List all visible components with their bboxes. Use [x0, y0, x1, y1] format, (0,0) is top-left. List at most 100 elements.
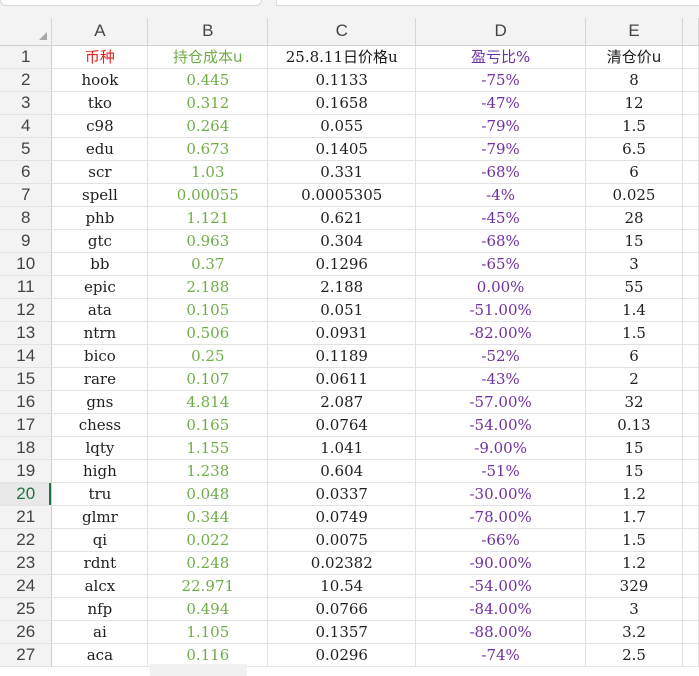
exit-price-cell[interactable]: 1.2	[585, 482, 683, 506]
pnl-cell[interactable]: -75%	[415, 68, 587, 92]
exit-price-cell[interactable]: 329	[585, 574, 683, 598]
empty-cell[interactable]	[682, 482, 699, 506]
empty-cell[interactable]	[682, 390, 699, 414]
exit-price-cell[interactable]: 0.025	[585, 183, 683, 207]
coin-cell[interactable]: bb	[51, 252, 149, 276]
price-cell[interactable]: 2.087	[267, 390, 417, 414]
empty-cell[interactable]	[682, 436, 699, 460]
empty-cell[interactable]	[682, 298, 699, 322]
empty-cell[interactable]	[682, 574, 699, 598]
cost-cell[interactable]: 0.673	[147, 137, 269, 161]
exit-price-cell[interactable]: 6.5	[585, 137, 683, 161]
exit-price-cell[interactable]: 1.5	[585, 114, 683, 138]
row-number[interactable]: 1	[0, 45, 53, 69]
row-number[interactable]: 7	[0, 183, 53, 207]
price-cell[interactable]: 1.041	[267, 436, 417, 460]
row-number[interactable]: 18	[0, 436, 53, 460]
exit-price-cell[interactable]: 2	[585, 367, 683, 391]
coin-cell[interactable]: c98	[51, 114, 149, 138]
pnl-cell[interactable]: -66%	[415, 528, 587, 552]
coin-cell[interactable]: scr	[51, 160, 149, 184]
exit-price-cell[interactable]: 15	[585, 229, 683, 253]
row-number[interactable]: 8	[0, 206, 53, 230]
empty-cell[interactable]	[682, 91, 699, 115]
cost-cell[interactable]: 0.963	[147, 229, 269, 253]
price-cell[interactable]: 0.331	[267, 160, 417, 184]
exit-price-cell[interactable]: 2.5	[585, 643, 683, 667]
pnl-cell[interactable]: -9.00%	[415, 436, 587, 460]
price-cell[interactable]: 0.621	[267, 206, 417, 230]
exit-price-cell[interactable]: 32	[585, 390, 683, 414]
coin-cell[interactable]: chess	[51, 413, 149, 437]
header-cell-cost[interactable]: 持仓成本u	[147, 45, 269, 69]
cost-cell[interactable]: 1.155	[147, 436, 269, 460]
coin-cell[interactable]: rdnt	[51, 551, 149, 575]
cost-cell[interactable]: 0.107	[147, 367, 269, 391]
pnl-cell[interactable]: -57.00%	[415, 390, 587, 414]
exit-price-cell[interactable]: 6	[585, 160, 683, 184]
pnl-cell[interactable]: -79%	[415, 137, 587, 161]
empty-cell[interactable]	[682, 229, 699, 253]
exit-price-cell[interactable]: 1.5	[585, 321, 683, 345]
cost-cell[interactable]: 0.00055	[147, 183, 269, 207]
cost-cell[interactable]: 0.264	[147, 114, 269, 138]
row-number[interactable]: 14	[0, 344, 53, 368]
empty-cell[interactable]	[682, 321, 699, 345]
cost-cell[interactable]: 4.814	[147, 390, 269, 414]
row-number[interactable]: 3	[0, 91, 53, 115]
empty-cell[interactable]	[682, 206, 699, 230]
column-header-d[interactable]: D	[415, 18, 587, 46]
coin-cell[interactable]: ntrn	[51, 321, 149, 345]
pnl-cell[interactable]: -68%	[415, 229, 587, 253]
header-cell-pnl[interactable]: 盈亏比%	[415, 45, 587, 69]
cost-cell[interactable]: 0.37	[147, 252, 269, 276]
price-cell[interactable]: 0.0337	[267, 482, 417, 506]
pnl-cell[interactable]: -90.00%	[415, 551, 587, 575]
cost-cell[interactable]: 0.116	[147, 643, 269, 667]
cost-cell[interactable]: 0.105	[147, 298, 269, 322]
price-cell[interactable]: 0.1133	[267, 68, 417, 92]
pnl-cell[interactable]: -65%	[415, 252, 587, 276]
exit-price-cell[interactable]: 15	[585, 459, 683, 483]
row-number[interactable]: 24	[0, 574, 53, 598]
row-number[interactable]: 9	[0, 229, 53, 253]
cost-cell[interactable]: 0.25	[147, 344, 269, 368]
exit-price-cell[interactable]: 8	[585, 68, 683, 92]
coin-cell[interactable]: phb	[51, 206, 149, 230]
pnl-cell[interactable]: -82.00%	[415, 321, 587, 345]
price-cell[interactable]: 0.304	[267, 229, 417, 253]
select-all-corner[interactable]	[0, 18, 53, 46]
empty-cell[interactable]	[682, 344, 699, 368]
pnl-cell[interactable]: -74%	[415, 643, 587, 667]
pnl-cell[interactable]: 0.00%	[415, 275, 587, 299]
row-number[interactable]: 2	[0, 68, 53, 92]
exit-price-cell[interactable]: 55	[585, 275, 683, 299]
empty-cell[interactable]	[682, 183, 699, 207]
empty-cell[interactable]	[682, 367, 699, 391]
price-cell[interactable]: 0.1658	[267, 91, 417, 115]
column-header-c[interactable]: C	[267, 18, 417, 46]
row-number[interactable]: 23	[0, 551, 53, 575]
empty-cell[interactable]	[682, 620, 699, 644]
exit-price-cell[interactable]: 28	[585, 206, 683, 230]
exit-price-cell[interactable]: 0.13	[585, 413, 683, 437]
coin-cell[interactable]: nfp	[51, 597, 149, 621]
pnl-cell[interactable]: -43%	[415, 367, 587, 391]
coin-cell[interactable]: rare	[51, 367, 149, 391]
exit-price-cell[interactable]: 3.2	[585, 620, 683, 644]
header-cell-exit-price[interactable]: 清仓价u	[585, 45, 683, 69]
pnl-cell[interactable]: -52%	[415, 344, 587, 368]
price-cell[interactable]: 0.0005305	[267, 183, 417, 207]
exit-price-cell[interactable]: 1.5	[585, 528, 683, 552]
price-cell[interactable]: 0.0611	[267, 367, 417, 391]
coin-cell[interactable]: lqty	[51, 436, 149, 460]
coin-cell[interactable]: tru	[51, 482, 149, 506]
exit-price-cell[interactable]: 12	[585, 91, 683, 115]
pnl-cell[interactable]: -45%	[415, 206, 587, 230]
row-number[interactable]: 10	[0, 252, 53, 276]
row-number[interactable]: 13	[0, 321, 53, 345]
price-cell[interactable]: 0.1357	[267, 620, 417, 644]
pnl-cell[interactable]: -54.00%	[415, 574, 587, 598]
formula-bar[interactable]	[276, 0, 699, 6]
coin-cell[interactable]: aca	[51, 643, 149, 667]
